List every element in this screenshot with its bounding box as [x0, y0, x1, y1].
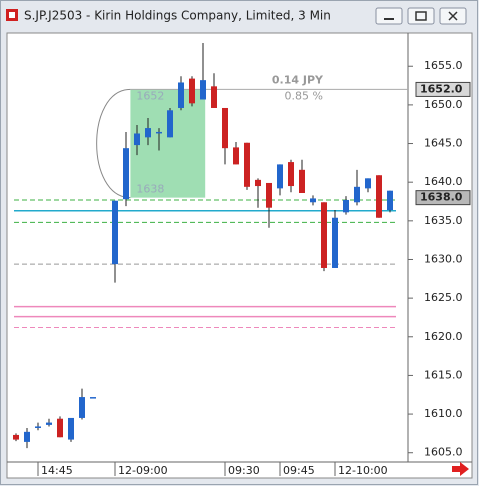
- measure-change-pct: 0.85 %: [285, 89, 323, 102]
- close-button[interactable]: [439, 7, 467, 25]
- candle-body: [321, 202, 327, 268]
- price-badge-label: 1652.0: [420, 82, 463, 95]
- candle-body: [13, 434, 19, 440]
- candle-body: [233, 147, 239, 165]
- candle-body: [277, 164, 283, 189]
- candle-body: [387, 190, 393, 211]
- y-tick-label: 1635.0: [424, 214, 463, 227]
- x-tick-label: 14:45: [41, 464, 73, 477]
- candle-body: [112, 200, 118, 265]
- candle-body: [354, 186, 360, 203]
- x-tick-label: 12-10:00: [338, 464, 388, 477]
- y-tick-label: 1615.0: [424, 368, 463, 381]
- y-tick-label: 1655.0: [424, 59, 463, 72]
- candle-body: [134, 133, 140, 146]
- window-title: S.JP.J2503 - Kirin Holdings Company, Lim…: [24, 9, 331, 23]
- candle-body: [90, 397, 96, 399]
- y-tick-label: 1620.0: [424, 330, 463, 343]
- candle-body: [79, 397, 85, 418]
- candle-body: [46, 422, 52, 425]
- candle-body: [24, 431, 30, 442]
- y-tick-label: 1625.0: [424, 291, 463, 304]
- candle-body: [376, 175, 382, 218]
- price-badge-label: 1638.0: [420, 191, 463, 204]
- y-tick-label: 1640.0: [424, 175, 463, 188]
- candle-body: [288, 162, 294, 187]
- maximize-button[interactable]: [407, 7, 435, 25]
- candle-body: [222, 107, 228, 149]
- candle-body: [299, 169, 305, 194]
- candle-body: [167, 110, 173, 138]
- candle-body: [57, 418, 63, 438]
- measure-box: [130, 89, 206, 198]
- candle-body: [310, 198, 316, 203]
- candle-body: [332, 217, 338, 268]
- minimize-button[interactable]: [375, 7, 403, 25]
- y-tick-label: 1650.0: [424, 98, 463, 111]
- candle-body: [178, 82, 184, 108]
- y-tick-label: 1630.0: [424, 252, 463, 265]
- candle-body: [68, 417, 74, 440]
- x-tick-label: 09:45: [283, 464, 315, 477]
- measure-high-label: 1652: [136, 89, 164, 102]
- candle-body: [123, 148, 129, 200]
- x-tick-label: 12-09:00: [118, 464, 168, 477]
- candle-body: [35, 426, 41, 428]
- candle-body: [343, 199, 349, 213]
- y-tick-label: 1645.0: [424, 137, 463, 150]
- candle-body: [211, 86, 217, 108]
- candle-body: [200, 80, 206, 100]
- window-icon-inner: [9, 12, 15, 18]
- candle-body: [244, 142, 250, 187]
- chart-area: [6, 32, 473, 479]
- measure-low-label: 1638: [136, 183, 164, 196]
- scroll-arrow[interactable]: [452, 462, 469, 476]
- measure-change: 0.14 JPY: [272, 73, 324, 86]
- candle-body: [365, 178, 371, 189]
- y-tick-label: 1610.0: [424, 407, 463, 420]
- candle-body: [266, 182, 272, 208]
- candle-body: [156, 131, 162, 134]
- price-badge: [415, 81, 471, 97]
- measure-bracket: [96, 88, 131, 199]
- candle-body: [189, 78, 195, 104]
- candle-body: [145, 128, 151, 138]
- candle-body: [255, 179, 261, 187]
- x-tick-label: 09:30: [228, 464, 260, 477]
- price-badge: [415, 190, 471, 206]
- y-tick-label: 1605.0: [424, 446, 463, 459]
